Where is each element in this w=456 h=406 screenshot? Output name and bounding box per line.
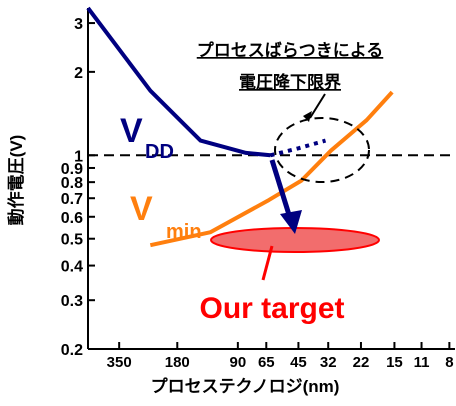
y-axis-label: 動作電圧(V) [6, 135, 26, 226]
y-tick-label: 0.9 [61, 161, 83, 178]
x-tick-label: 15 [386, 354, 403, 371]
y-tick-label: 0.8 [61, 175, 83, 192]
line [86, 6, 271, 158]
limit-pointer [309, 93, 326, 119]
x-tick-label: 11 [414, 354, 430, 371]
y-tick-label: 0.7 [61, 191, 83, 208]
x-tick-label: 180 [165, 354, 190, 371]
x-tick-label: 350 [107, 354, 132, 371]
limit-ellipse [274, 117, 370, 183]
legend-label: V [130, 190, 153, 228]
target-pointer [261, 245, 274, 281]
legend-label: V [120, 112, 143, 150]
legend-label-sub: DD [145, 141, 174, 163]
y-tick-label: 0.3 [61, 293, 83, 310]
legend-label-sub: min [166, 221, 202, 243]
x-axis-label: プロセステクノロジ(nm) [151, 376, 340, 396]
x-tick-label: 90 [230, 354, 247, 371]
line [149, 90, 394, 248]
x-tick-label: 65 [258, 354, 275, 371]
scaling-arrow-head [280, 210, 302, 234]
y-tick-label: 0.4 [61, 259, 83, 276]
x-tick-label: 32 [320, 354, 337, 371]
y-tick-label: 2 [74, 65, 83, 82]
x-tick-label: 8 [445, 354, 453, 371]
line-projection [269, 138, 327, 158]
scaling-arrow [269, 159, 293, 219]
limit-pointer-head [303, 111, 312, 122]
annotation-target: Our target [199, 292, 344, 325]
annotation-limit-1: プロセスばらつきによる [197, 40, 384, 60]
x-tick-label: 45 [290, 354, 307, 371]
y-tick-label: 1 [74, 148, 83, 165]
annotation-limit-2: 電圧降下限界 [239, 72, 341, 92]
y-tick-label: 0.6 [61, 210, 83, 227]
y-tick-label: 0.2 [61, 342, 83, 359]
y-tick-label: 0.5 [61, 232, 83, 249]
x-tick-label: 22 [353, 354, 370, 371]
y-tick-label: 3 [74, 16, 83, 33]
plot: 0.2 0.3 0.4 0.5 0.6 0.70.80.91 2 3 350 180 90 65 45 3… [61, 6, 455, 371]
